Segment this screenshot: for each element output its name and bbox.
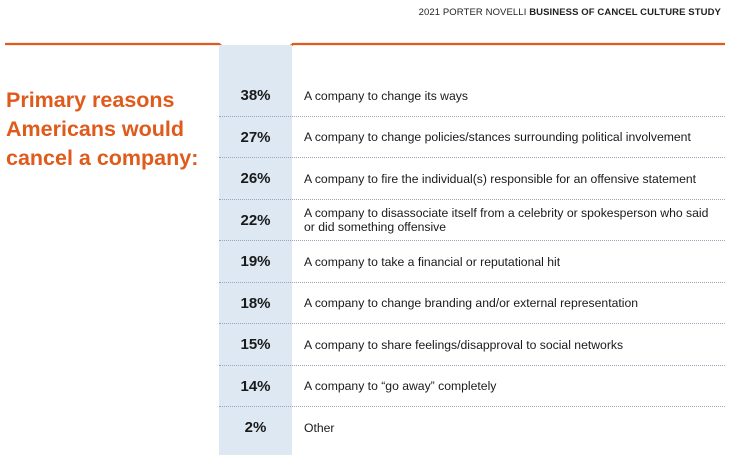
reason-label: A company to change policies/stances sur… [304,130,691,144]
table-row: 2% Other [219,407,735,449]
reason-label: Other [304,420,335,435]
orange-rule-with-notch [5,42,725,75]
table-row: 19% A company to take a financial or repu… [219,241,735,283]
reason-label: A company to change branding and/or exte… [304,296,639,310]
row-divider [219,406,725,407]
percentage-value: 14% [240,377,271,395]
percentage-value: 18% [240,294,271,312]
row-divider [219,240,725,241]
table-row: 15% A company to share feelings/disapprov… [219,324,735,366]
percentage-value: 26% [240,170,271,188]
table-row: 22% A company to disassociate itself from… [219,200,735,241]
reason-label: A company to share feelings/disapproval … [304,337,624,352]
reasons-table: 38% A company to change its ways 27% A comp… [219,75,735,449]
rule-line [5,42,725,75]
chart-title: Primary reasons Americans would cancel a… [6,88,199,170]
row-divider [219,364,725,366]
table-row: 18% A company to change branding and/or e… [219,283,735,324]
reason-label: A company to disassociate itself from a … [304,205,709,235]
reason-label: A company to change its ways [304,88,468,103]
header-study-name: BUSINESS OF CANCEL CULTURE STUDY [529,7,721,18]
page-header: 2021 PORTER NOVELLI BUSINESS OF CANCEL C… [419,7,721,18]
percentage-value: 27% [240,128,271,146]
table-row: 14% A company to “go away” completely [219,366,735,407]
row-divider [219,281,725,283]
percentage-value: 19% [240,253,271,271]
reason-label: A company to “go away” completely [304,379,497,393]
reason-label: A company to take a financial or reputat… [304,254,561,269]
percentage-value: 2% [244,419,267,437]
table-row: 26% A company to fire the individual(s) r… [219,158,735,200]
reason-label: A company to fire the individual(s) resp… [304,171,697,186]
percentage-value: 22% [240,211,271,229]
row-divider [219,323,725,324]
percentage-value: 38% [240,87,271,105]
row-divider [219,157,725,158]
table-row: 27% A company to change policies/stances … [219,117,735,158]
row-divider [219,198,725,200]
header-prefix: 2021 PORTER NOVELLI [418,7,527,18]
table-row: 38% A company to change its ways [219,75,735,117]
percentage-value: 15% [240,336,271,354]
row-divider [219,115,725,117]
percentage-column-background [219,45,292,455]
